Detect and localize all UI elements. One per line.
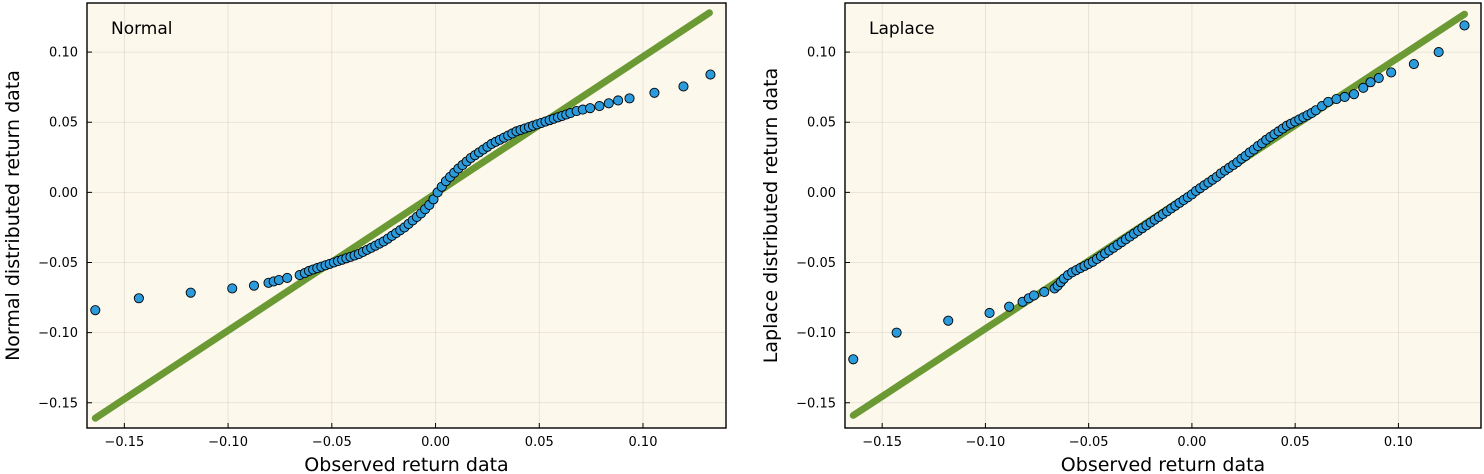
y-tick-label-laplace-4: 0.05 — [807, 116, 836, 131]
data-point-normal-7 — [273, 274, 284, 286]
data-point-laplace-77 — [1339, 91, 1350, 103]
y-tick-label-normal-1: −0.10 — [38, 326, 78, 341]
y-axis-label-laplace: Laplace distributed return data — [760, 68, 782, 363]
y-tick-label-normal-2: −0.05 — [38, 256, 78, 271]
plot-frame-laplace — [844, 2, 1482, 429]
y-tick-label-laplace-2: −0.05 — [796, 256, 836, 271]
reference-line-normal — [91, 9, 713, 422]
y-ticks-laplace: −0.15 −0.10 −0.05 0.00 0.05 0.10 — [796, 46, 850, 411]
plot-frame-normal — [86, 2, 727, 429]
y-ticks-normal: −0.15 −0.10 −0.05 0.00 0.05 0.10 — [38, 46, 92, 411]
x-axis-label-normal: Observed return data — [304, 454, 508, 474]
data-point-normal-4 — [248, 280, 260, 291]
data-point-laplace-8 — [1039, 286, 1050, 297]
data-point-laplace-3 — [984, 307, 995, 319]
x-ticks-normal: −0.15 −0.10 −0.05 0.00 0.05 0.10 — [104, 423, 657, 450]
scatter-points-normal — [90, 69, 716, 316]
data-point-normal-3 — [227, 283, 238, 294]
x-tick-label-normal-0: −0.15 — [104, 435, 144, 450]
x-tick-label-normal-5: 0.10 — [629, 435, 658, 450]
scatter-points-laplace — [848, 20, 1470, 365]
y-tick-label-normal-5: 0.10 — [49, 46, 78, 61]
data-point-laplace-75 — [1323, 96, 1334, 107]
y-tick-label-laplace-1: −0.10 — [796, 326, 836, 341]
data-point-normal-0 — [90, 305, 101, 316]
panel-laplace: −0.15 −0.10 −0.05 0.00 0.05 0.10 −0.15−0.10−0… — [760, 2, 1482, 474]
data-point-normal-79 — [603, 98, 614, 109]
data-point-laplace-83 — [1408, 58, 1419, 70]
x-ticks-laplace: −0.15 −0.10 −0.05 0.00 0.05 0.10 — [862, 423, 1413, 450]
x-tick-label-laplace-2: −0.05 — [1069, 435, 1109, 450]
x-tick-label-laplace-1: −0.10 — [965, 435, 1005, 450]
data-point-normal-78 — [594, 101, 605, 112]
x-tick-label-laplace-0: −0.15 — [862, 435, 902, 450]
grid-normal — [87, 3, 726, 428]
data-point-laplace-0 — [848, 354, 859, 365]
data-point-normal-77 — [585, 103, 596, 114]
x-tick-label-normal-1: −0.10 — [208, 435, 248, 450]
data-point-laplace-2 — [943, 315, 954, 326]
data-point-normal-84 — [705, 69, 716, 80]
data-point-laplace-84 — [1433, 47, 1444, 58]
data-point-normal-81 — [624, 93, 635, 104]
data-point-normal-8 — [282, 272, 293, 283]
data-point-laplace-1 — [891, 327, 902, 338]
data-point-laplace-80 — [1365, 77, 1376, 88]
data-point-laplace-4 — [1004, 301, 1015, 312]
x-axis-label-laplace: Observed return data — [1061, 454, 1265, 474]
data-point-laplace-78 — [1348, 89, 1360, 100]
y-tick-label-laplace-0: −0.15 — [796, 396, 836, 411]
x-tick-label-normal-2: −0.05 — [312, 435, 352, 450]
x-tick-label-laplace-5: 0.10 — [1384, 435, 1413, 450]
y-tick-label-laplace-3: 0.00 — [807, 186, 836, 201]
data-point-laplace-7 — [1028, 290, 1039, 301]
panel-title-normal: Normal — [111, 19, 173, 39]
y-axis-label-normal: Normal distributed return data — [2, 70, 24, 361]
y-tick-label-laplace-5: 0.10 — [807, 46, 836, 61]
data-point-laplace-82 — [1386, 67, 1397, 78]
data-point-normal-80 — [613, 95, 624, 106]
data-point-normal-1 — [133, 293, 144, 304]
y-tick-label-normal-4: 0.05 — [49, 116, 78, 131]
y-tick-label-normal-3: 0.00 — [49, 186, 78, 201]
data-point-laplace-76 — [1331, 94, 1342, 105]
panel-title-laplace: Laplace — [869, 19, 935, 39]
data-point-laplace-85 — [1459, 20, 1470, 31]
data-point-laplace-79 — [1358, 82, 1369, 93]
data-point-laplace-81 — [1373, 72, 1384, 84]
x-tick-label-normal-4: 0.05 — [525, 435, 554, 450]
panel-normal: −0.15 −0.10 −0.05 0.00 0.05 0.10 −0.15−0.10−0… — [2, 2, 727, 474]
x-tick-label-laplace-4: 0.05 — [1281, 435, 1310, 450]
grid-laplace — [845, 3, 1481, 428]
y-tick-label-normal-0: −0.15 — [38, 396, 78, 411]
data-point-normal-2 — [185, 287, 196, 298]
data-point-normal-83 — [678, 81, 689, 92]
x-tick-label-laplace-3: 0.00 — [1177, 435, 1206, 450]
x-tick-label-normal-3: 0.00 — [421, 435, 450, 450]
data-point-normal-82 — [649, 87, 660, 98]
